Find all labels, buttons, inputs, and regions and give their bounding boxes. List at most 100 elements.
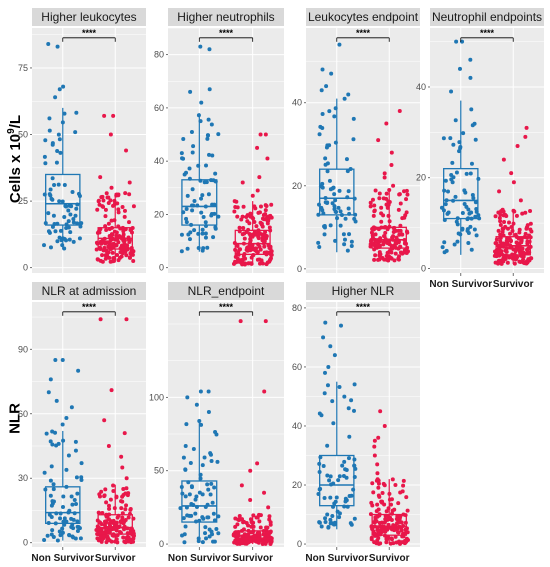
data-point	[237, 517, 242, 522]
y-tick-label: 60	[154, 103, 164, 113]
data-point	[467, 211, 472, 216]
data-point	[48, 245, 53, 250]
data-point	[45, 533, 50, 538]
data-point	[183, 443, 188, 448]
data-point	[209, 459, 214, 464]
data-point	[62, 111, 67, 116]
data-point	[439, 205, 444, 210]
data-point	[340, 463, 345, 468]
data-point	[54, 443, 59, 448]
data-point	[126, 535, 131, 540]
data-point	[320, 112, 325, 117]
data-point	[101, 204, 106, 209]
data-point	[96, 198, 101, 203]
data-point	[184, 207, 189, 212]
data-point	[70, 502, 75, 507]
data-point	[448, 136, 453, 141]
data-point	[319, 413, 324, 418]
data-point	[257, 519, 262, 524]
data-point	[252, 204, 257, 209]
outlier-point	[337, 42, 342, 47]
data-point	[190, 208, 195, 213]
data-point	[331, 185, 336, 190]
data-point	[333, 198, 338, 203]
data-point	[252, 219, 257, 224]
data-point	[116, 240, 121, 245]
data-point	[106, 221, 111, 226]
data-point	[75, 491, 80, 496]
data-point	[382, 520, 387, 525]
data-point	[343, 496, 348, 501]
data-point	[67, 508, 72, 513]
data-point	[66, 219, 71, 224]
outlier-point	[185, 395, 190, 400]
box	[371, 226, 407, 249]
outlier-point	[239, 483, 244, 488]
data-point	[497, 215, 502, 220]
data-point	[389, 518, 394, 523]
data-point	[327, 178, 332, 183]
data-point	[196, 246, 201, 251]
data-point	[101, 534, 106, 539]
data-point	[205, 245, 210, 250]
data-point	[257, 530, 262, 535]
data-point	[42, 243, 47, 248]
data-point	[200, 227, 205, 232]
data-point	[248, 211, 253, 216]
data-point	[322, 232, 327, 237]
data-point	[393, 228, 398, 233]
data-point	[269, 202, 274, 207]
data-point	[528, 209, 533, 214]
data-point	[401, 478, 406, 483]
data-point	[397, 232, 402, 237]
data-point	[373, 188, 378, 193]
data-point	[232, 199, 237, 204]
y-tick-label: 0	[297, 539, 302, 549]
data-point	[254, 224, 259, 229]
data-point	[184, 422, 189, 427]
data-point	[51, 213, 56, 218]
data-point	[100, 537, 105, 542]
panel-1: Higher leukocytes 0 25 50 75 ****	[18, 8, 146, 273]
data-point	[526, 257, 531, 262]
data-point	[319, 524, 324, 529]
data-point	[206, 192, 211, 197]
data-point	[66, 453, 71, 458]
data-point	[211, 539, 216, 544]
outlier-point	[206, 389, 211, 394]
data-point	[246, 261, 251, 266]
outlier-point	[198, 389, 203, 394]
data-point	[131, 258, 136, 263]
data-point	[184, 216, 189, 221]
data-point	[126, 515, 131, 520]
data-point	[190, 187, 195, 192]
data-point	[400, 232, 405, 237]
data-point	[105, 537, 110, 542]
outlier-point	[76, 368, 81, 373]
data-point	[498, 232, 503, 237]
data-point	[235, 244, 240, 249]
data-point	[261, 532, 266, 537]
data-point	[112, 218, 117, 223]
data-point	[337, 511, 342, 516]
data-point	[458, 146, 463, 151]
data-point	[131, 539, 136, 544]
data-point	[332, 114, 337, 119]
data-point	[49, 503, 54, 508]
data-point	[131, 204, 136, 209]
data-point	[446, 189, 451, 194]
data-point	[347, 494, 352, 499]
outlier-point	[372, 453, 377, 458]
data-point	[258, 204, 263, 209]
data-point	[330, 399, 335, 404]
data-point	[206, 117, 211, 122]
data-point	[388, 255, 393, 260]
data-point	[323, 200, 328, 205]
data-point	[182, 172, 187, 177]
data-point	[103, 487, 108, 492]
y-tick-label: 0	[159, 539, 164, 549]
y-tick-label: 0	[297, 264, 302, 274]
data-point	[454, 170, 459, 175]
data-point	[213, 429, 218, 434]
data-point	[124, 503, 129, 508]
